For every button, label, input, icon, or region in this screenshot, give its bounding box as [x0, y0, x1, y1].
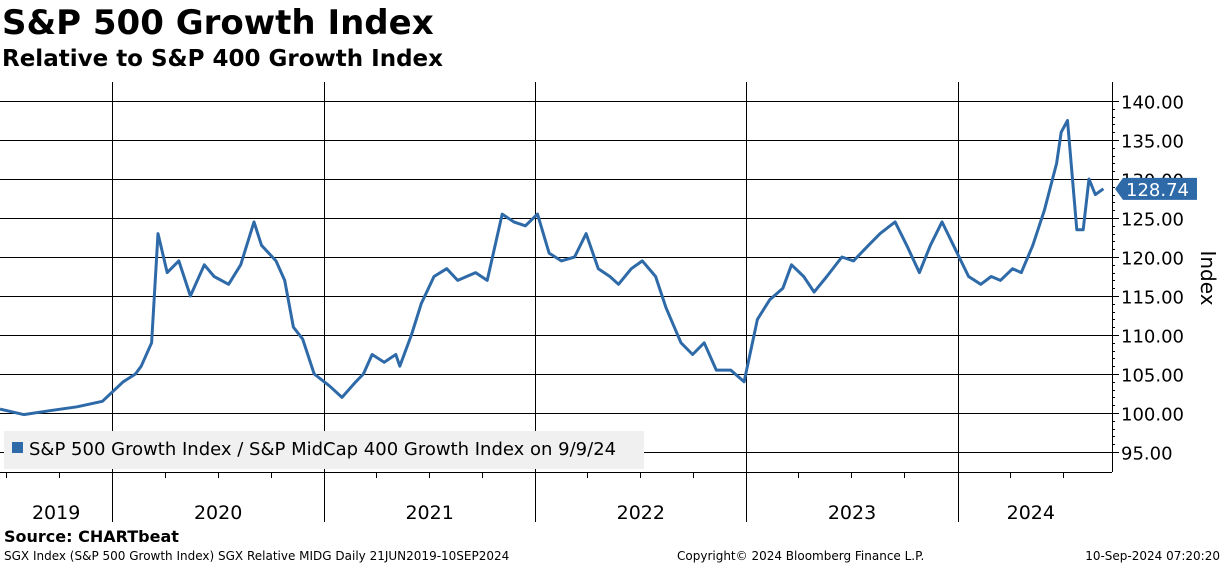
legend-swatch: [12, 442, 23, 453]
legend: S&P 500 Growth Index / S&P MidCap 400 Gr…: [4, 431, 644, 469]
grid-lines: [0, 82, 1112, 472]
y-axis: 95.00 100.00 105.00 110.00 115.00 120.00 125.0…: [1112, 82, 1184, 472]
year-label: 2020: [194, 502, 242, 524]
y-axis-label: Index: [1196, 250, 1220, 305]
footer-timestamp: 10-Sep-2024 07:20:20: [1085, 549, 1220, 563]
last-value-badge: 128.74: [1115, 177, 1197, 201]
last-value-label: 128.74: [1126, 180, 1189, 201]
year-label: 2022: [617, 502, 665, 524]
y-tick-label: 105.00: [1121, 366, 1184, 387]
year-label: 2019: [32, 502, 80, 524]
y-tick-label: 100.00: [1121, 405, 1184, 426]
y-tick-label: 110.00: [1121, 327, 1184, 348]
y-tick-label: 115.00: [1121, 288, 1184, 309]
y-tick-label: 95.00: [1121, 444, 1173, 465]
source-note: Source: CHARTbeat: [4, 527, 179, 546]
last-value-marker: [1115, 177, 1197, 200]
y-tick-label: 125.00: [1121, 210, 1184, 231]
year-label: 2024: [1007, 502, 1055, 524]
legend-background: [4, 431, 644, 469]
y-tick-label: 135.00: [1121, 132, 1184, 153]
series-line: [0, 119, 1105, 417]
chart-title: S&P 500 Growth Index: [2, 3, 434, 43]
chart-subtitle: Relative to S&P 400 Growth Index: [2, 46, 443, 72]
legend-label: S&P 500 Growth Index / S&P MidCap 400 Gr…: [29, 439, 616, 460]
y-tick-label: 120.00: [1121, 249, 1184, 270]
year-label: 2021: [405, 502, 453, 524]
year-label: 2023: [828, 502, 876, 524]
year-axis: 2019 2020 2021 2022 2023 2024: [0, 472, 1112, 524]
footer-description: SGX Index (S&P 500 Growth Index) SGX Rel…: [4, 549, 510, 563]
y-tick-label: 140.00: [1121, 93, 1184, 114]
footer-copyright: Copyright© 2024 Bloomberg Finance L.P.: [677, 549, 925, 563]
